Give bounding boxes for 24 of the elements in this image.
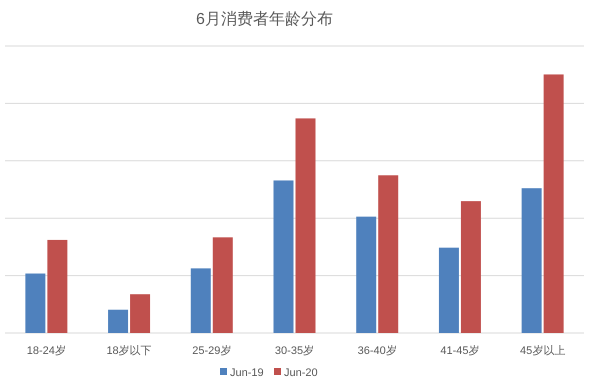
bar (378, 175, 398, 333)
bar (47, 240, 68, 333)
bar (356, 216, 376, 333)
x-tick-label: 30-35岁 (274, 345, 314, 357)
x-tick-label: 45岁以上 (520, 344, 566, 357)
bar (544, 74, 564, 333)
bar (460, 201, 481, 333)
x-tick-label: 36-40岁 (358, 345, 397, 357)
x-tick-label: 41-45岁 (440, 345, 480, 357)
bar (25, 274, 46, 333)
bar (108, 310, 128, 333)
bar (212, 237, 233, 333)
bar (438, 248, 459, 333)
bar (274, 180, 294, 333)
chart-title: 6月消费者年龄分布 (196, 10, 333, 28)
legend-label: Jun-19 (230, 367, 264, 379)
bar (130, 294, 150, 333)
bar (296, 118, 316, 333)
x-tick-label: 25-29岁 (192, 345, 232, 357)
x-tick-label: 18-24岁 (26, 345, 66, 357)
legend-label: Jun-20 (284, 367, 318, 379)
bar (522, 188, 542, 333)
bar (190, 268, 211, 333)
x-tick-label: 18岁以下 (106, 344, 152, 357)
